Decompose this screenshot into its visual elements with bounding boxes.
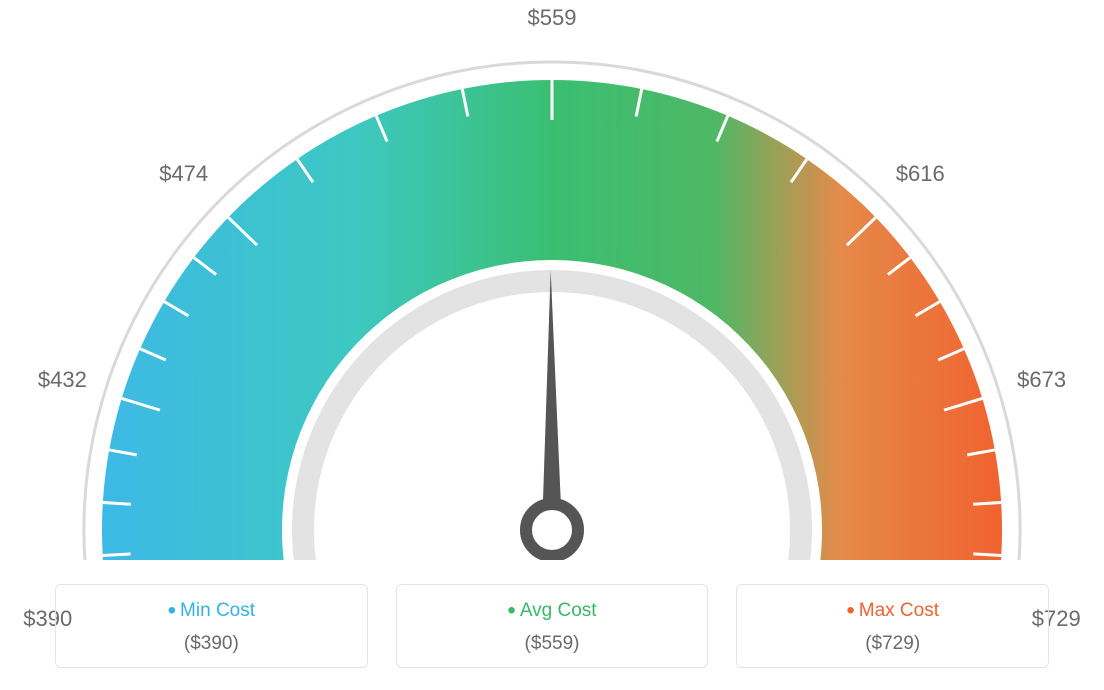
dot-icon: • xyxy=(846,597,854,624)
gauge-area: $390$432$474$559$616$673$729 xyxy=(0,0,1104,560)
tick-minor xyxy=(973,554,1001,556)
tick-label: $559 xyxy=(528,5,577,31)
legend-value-max: ($729) xyxy=(737,633,1048,655)
legend-box-avg: •Avg Cost ($559) xyxy=(396,584,709,668)
legend-box-max: •Max Cost ($729) xyxy=(736,584,1049,668)
gauge-svg xyxy=(0,0,1104,560)
legend-box-min: •Min Cost ($390) xyxy=(55,584,368,668)
tick-minor xyxy=(103,554,131,556)
legend-title-min: •Min Cost xyxy=(56,599,367,623)
legend: •Min Cost ($390) •Avg Cost ($559) •Max C… xyxy=(55,584,1049,668)
tick-label: $616 xyxy=(896,161,945,187)
dot-icon: • xyxy=(168,597,176,624)
tick-label: $673 xyxy=(1017,367,1066,393)
legend-value-min: ($390) xyxy=(56,633,367,655)
cost-gauge-chart: $390$432$474$559$616$673$729 •Min Cost (… xyxy=(0,0,1104,690)
tick-minor xyxy=(973,503,1001,505)
legend-title-avg: •Avg Cost xyxy=(397,599,708,623)
dot-icon: • xyxy=(507,597,515,624)
legend-label-min: Min Cost xyxy=(180,600,255,621)
tick-label: $474 xyxy=(159,161,208,187)
legend-value-avg: ($559) xyxy=(397,633,708,655)
legend-label-avg: Avg Cost xyxy=(520,600,597,621)
tick-minor xyxy=(103,503,131,505)
tick-label: $432 xyxy=(38,367,87,393)
needle-hub xyxy=(526,504,578,556)
legend-title-max: •Max Cost xyxy=(737,599,1048,623)
legend-label-max: Max Cost xyxy=(859,600,939,621)
